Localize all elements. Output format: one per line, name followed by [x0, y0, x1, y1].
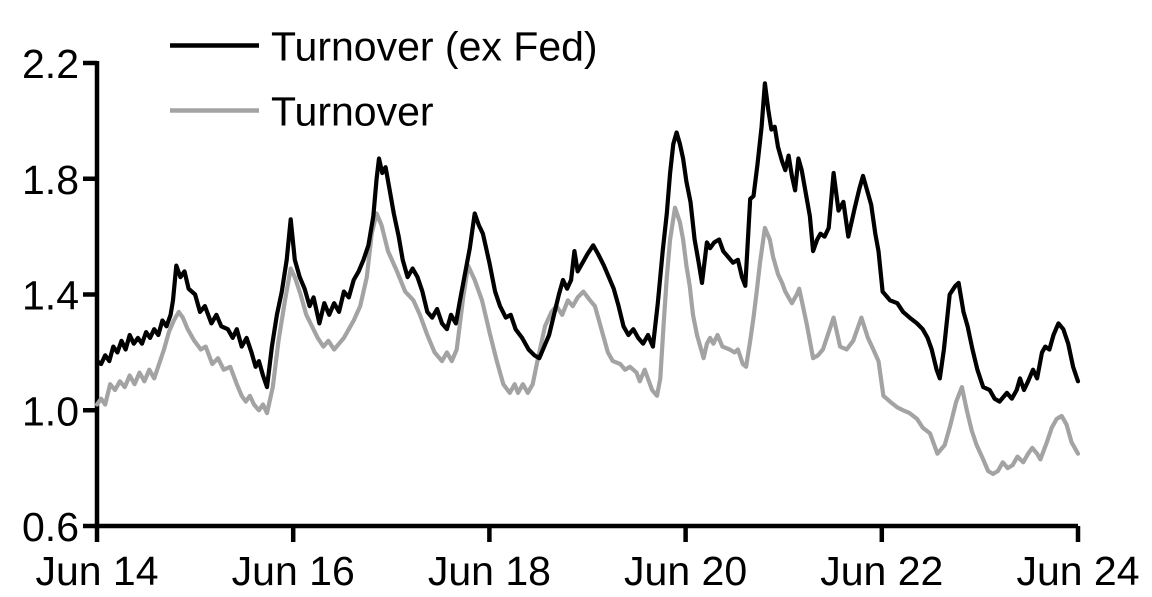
axes: 0.6 1.0 1.4 1.8 2.2 Jun 14 Jun 16 Jun 18 Jun 20 J…	[22, 41, 1140, 594]
y-tick-label: 1.8	[22, 157, 79, 203]
legend-label-turnover: Turnover	[271, 89, 434, 135]
y-tick-label: 1.4	[22, 273, 79, 319]
y-tick-label: 1.0	[22, 388, 79, 434]
x-tick-label: Jun 14	[35, 548, 158, 594]
legend: Turnover (ex Fed) Turnover	[170, 24, 598, 135]
x-tick-label: Jun 16	[232, 548, 355, 594]
y-tick-label: 2.2	[22, 41, 79, 87]
series-lines	[94, 81, 1081, 476]
series-line-turnover	[94, 205, 1081, 476]
x-tick-label: Jun 20	[624, 548, 747, 594]
x-tick-label: Jun 18	[428, 548, 551, 594]
x-tick-label: Jun 24	[1016, 548, 1139, 594]
y-tick-label: 0.6	[22, 504, 79, 550]
x-tick-label: Jun 22	[820, 548, 943, 594]
legend-label-turnover-ex-fed: Turnover (ex Fed)	[271, 24, 598, 70]
series-line-turnover-ex-fed	[94, 81, 1081, 404]
